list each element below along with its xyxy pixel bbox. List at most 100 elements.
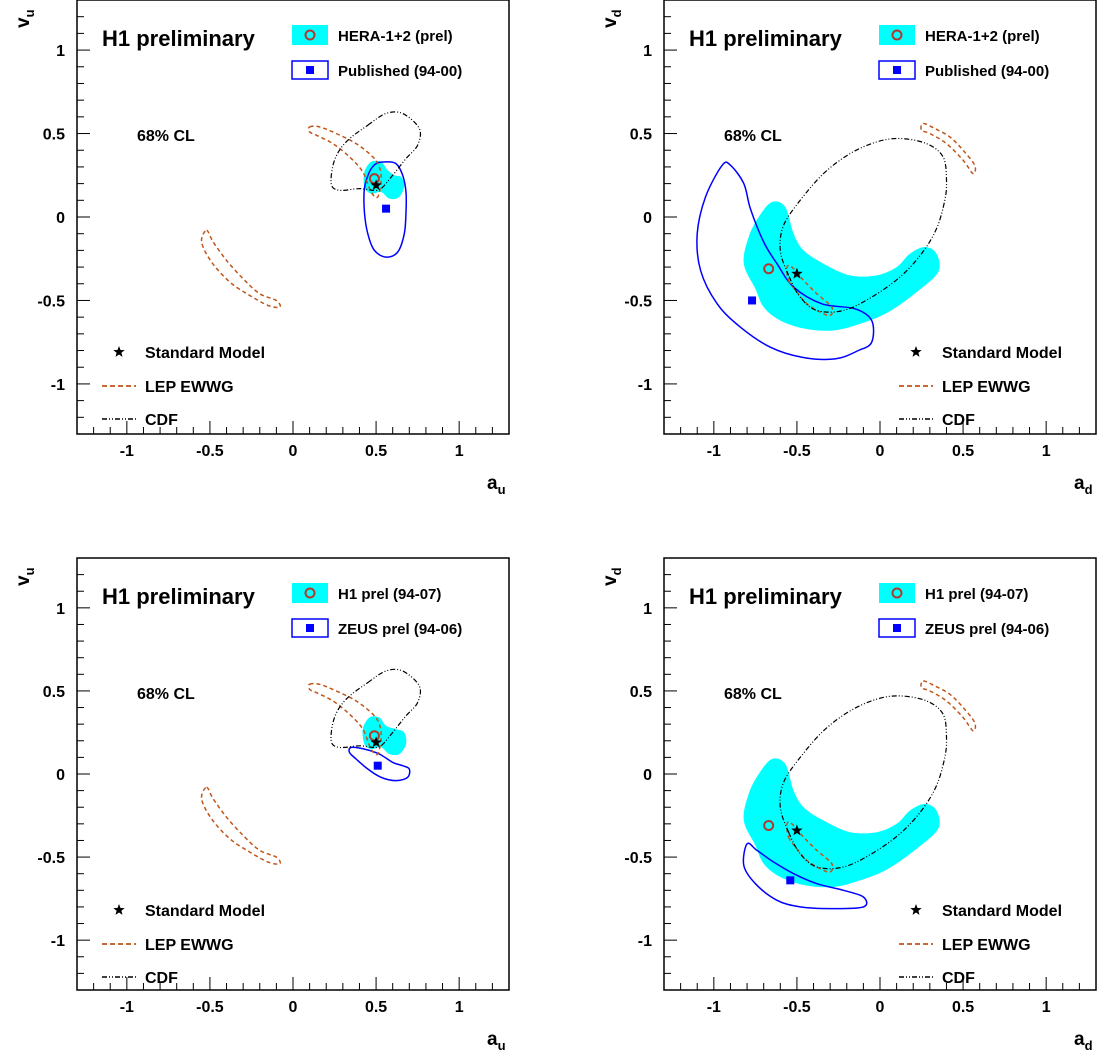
x-tick-label: 1 bbox=[1042, 443, 1051, 460]
y-axis-label-sub: d bbox=[609, 9, 624, 17]
y-tick-label: -0.5 bbox=[624, 850, 652, 867]
y-axis-label-main: v bbox=[13, 17, 34, 28]
x-tick-label: 0 bbox=[876, 443, 885, 460]
x-axis-label-sub: d bbox=[1085, 482, 1093, 497]
lep-ewwg-contour bbox=[307, 125, 382, 199]
legend-lep-label: LEP EWWG bbox=[145, 937, 234, 954]
ticks bbox=[663, 557, 1097, 991]
x-axis-label-sub: d bbox=[1085, 1038, 1093, 1053]
reference-68cl-contour bbox=[742, 842, 868, 910]
legend-cdf-label: CDF bbox=[942, 970, 975, 987]
legend-reference-label: Published (94-00) bbox=[338, 63, 462, 80]
cl-annotation: 68% CL bbox=[724, 686, 782, 703]
x-tick-label: -0.5 bbox=[783, 443, 811, 460]
x-tick-label: -1 bbox=[120, 443, 134, 460]
y-axis-label-main: v bbox=[600, 17, 621, 28]
legend-sm-marker bbox=[910, 346, 922, 357]
legend-data-marker bbox=[891, 29, 903, 41]
x-tick-label: 1 bbox=[1042, 999, 1051, 1016]
legend-sm-label: Standard Model bbox=[145, 345, 265, 362]
panel-title: H1 preliminary bbox=[689, 26, 843, 51]
x-tick-label: -1 bbox=[120, 999, 134, 1016]
legend-data-label: H1 prel (94-07) bbox=[925, 586, 1028, 603]
y-tick-label: -1 bbox=[638, 933, 652, 950]
legend-reference-marker bbox=[306, 624, 314, 632]
y-tick-label: 0 bbox=[56, 210, 65, 227]
cdf-contour bbox=[330, 668, 422, 749]
standard-model-marker bbox=[370, 736, 382, 748]
cdf-contour bbox=[779, 137, 948, 313]
lep-ewwg-contour-mirror bbox=[200, 229, 281, 309]
x-tick-label: -0.5 bbox=[196, 999, 224, 1016]
y-axis-label: vd bbox=[600, 9, 624, 28]
x-axis-label-main: a bbox=[1074, 1029, 1085, 1050]
reference-point-marker bbox=[373, 761, 382, 770]
legend-data-marker bbox=[304, 587, 316, 599]
legend-reference-swatch bbox=[291, 618, 329, 638]
y-axis-label: vu bbox=[13, 567, 37, 586]
legend-reference-marker bbox=[893, 66, 901, 74]
legend-sm-label: Standard Model bbox=[145, 903, 265, 920]
legend-cdf-label: CDF bbox=[145, 412, 178, 429]
y-tick-label: 0 bbox=[56, 767, 65, 784]
x-axis-label-main: a bbox=[1074, 473, 1085, 494]
data-point-marker bbox=[763, 820, 775, 832]
y-tick-label: 1 bbox=[643, 601, 652, 618]
contour-group bbox=[696, 122, 977, 361]
legend-data-label: HERA-1+2 (prel) bbox=[925, 28, 1040, 45]
legend-cdf-label: CDF bbox=[145, 970, 178, 987]
legend-data-label: HERA-1+2 (prel) bbox=[338, 28, 453, 45]
ticks bbox=[663, 0, 1097, 435]
y-axis-label: vu bbox=[13, 9, 37, 28]
x-axis-label-sub: u bbox=[498, 1038, 506, 1053]
legend-reference-marker bbox=[306, 66, 314, 74]
legend-sm-marker bbox=[910, 904, 922, 915]
reference-68cl-contour bbox=[363, 161, 408, 258]
lep-ewwg-contour-mirror bbox=[920, 122, 977, 175]
legend-reference-label: ZEUS prel (94-06) bbox=[925, 621, 1049, 638]
contour-group bbox=[200, 668, 422, 865]
y-tick-label: 0.5 bbox=[43, 684, 65, 701]
x-axis-label-main: a bbox=[487, 473, 498, 494]
legend-data-marker bbox=[891, 587, 903, 599]
y-tick-label: 1 bbox=[56, 601, 65, 618]
cl-annotation: 68% CL bbox=[724, 128, 782, 145]
x-axis-label: ad bbox=[1074, 473, 1093, 497]
reference-point-marker bbox=[786, 876, 795, 885]
y-axis-label-sub: u bbox=[22, 9, 37, 17]
x-tick-label: 1 bbox=[455, 999, 464, 1016]
y-tick-label: -0.5 bbox=[624, 293, 652, 310]
cl-annotation: 68% CL bbox=[137, 128, 195, 145]
data-68cl-band bbox=[743, 758, 940, 888]
legend-band-swatch bbox=[879, 583, 915, 603]
y-tick-label: 0.5 bbox=[630, 684, 652, 701]
x-tick-label: 0.5 bbox=[952, 999, 974, 1016]
y-tick-label: 1 bbox=[643, 43, 652, 60]
x-tick-label: 0.5 bbox=[365, 443, 387, 460]
legend-sm-label: Standard Model bbox=[942, 345, 1062, 362]
x-tick-label: 0.5 bbox=[952, 443, 974, 460]
y-tick-label: -0.5 bbox=[37, 293, 65, 310]
y-tick-label: -0.5 bbox=[37, 850, 65, 867]
x-tick-label: 0 bbox=[289, 443, 298, 460]
legend-data-label: H1 prel (94-07) bbox=[338, 586, 441, 603]
contour-group bbox=[200, 111, 422, 309]
reference-point-marker bbox=[382, 204, 391, 213]
data-point-marker bbox=[763, 263, 775, 275]
data-68cl-band bbox=[743, 201, 940, 331]
x-tick-label: 1 bbox=[455, 443, 464, 460]
standard-model-marker bbox=[370, 179, 382, 191]
x-tick-label: 0 bbox=[289, 999, 298, 1016]
x-tick-label: 0 bbox=[876, 999, 885, 1016]
reference-68cl-contour bbox=[696, 161, 875, 361]
legend-lep-label: LEP EWWG bbox=[942, 379, 1031, 396]
legend-cdf-label: CDF bbox=[942, 412, 975, 429]
standard-model-marker bbox=[791, 824, 803, 836]
lep-ewwg-contour-mirror bbox=[920, 680, 977, 732]
x-tick-label: -0.5 bbox=[196, 443, 224, 460]
legend-sm-marker bbox=[113, 904, 125, 915]
